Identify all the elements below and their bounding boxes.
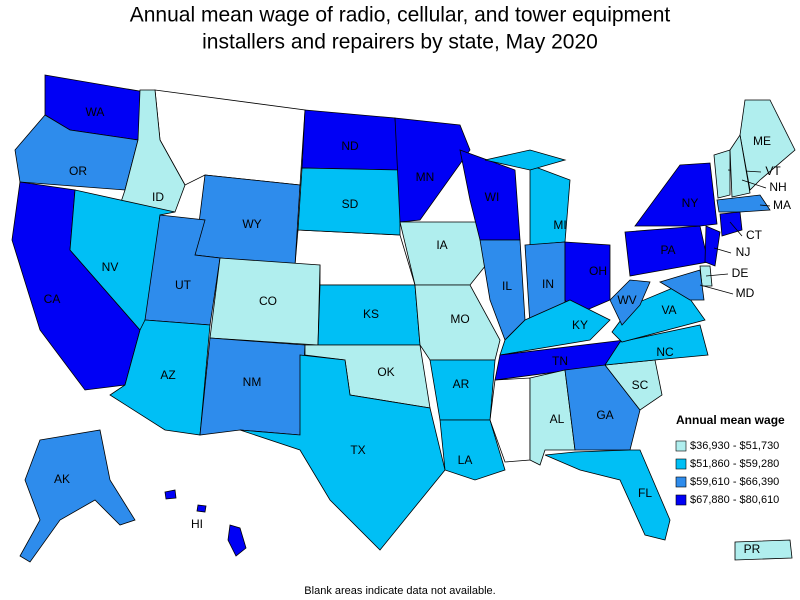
legend-swatch xyxy=(675,494,687,506)
leader-line xyxy=(729,221,743,237)
state-label: HI xyxy=(191,517,203,531)
state xyxy=(564,241,611,316)
leader-line xyxy=(705,273,729,277)
state-label: OH xyxy=(589,264,607,278)
state-label: AL xyxy=(550,412,565,426)
state-label: NY xyxy=(682,196,699,210)
state-label: LA xyxy=(458,453,473,467)
legend-swatch xyxy=(675,458,687,470)
state-label: NH xyxy=(769,180,786,194)
state-label: WA xyxy=(86,105,105,119)
state-label: AK xyxy=(54,472,70,486)
state xyxy=(729,133,751,198)
state-label: UT xyxy=(175,278,192,292)
state xyxy=(239,354,446,551)
state-label: VA xyxy=(661,303,676,317)
state xyxy=(609,279,651,326)
state-label: OR xyxy=(69,164,87,178)
state-label: IN xyxy=(542,277,554,291)
leader-line xyxy=(741,179,767,189)
legend-label: $67,880 - $80,610 xyxy=(690,494,779,506)
state xyxy=(484,149,567,171)
legend-title: Annual mean wage xyxy=(676,413,785,427)
state-label: ME xyxy=(753,134,771,148)
state xyxy=(164,489,177,500)
state-label: NV xyxy=(102,260,119,274)
state-label: IL xyxy=(502,279,512,293)
state xyxy=(297,167,401,236)
state-label: VT xyxy=(765,164,781,178)
state-label: KS xyxy=(363,307,379,321)
state xyxy=(716,194,771,213)
state-label: SC xyxy=(632,378,649,392)
leader-line xyxy=(713,247,732,254)
state xyxy=(196,504,207,513)
state xyxy=(713,149,731,199)
state-label: TX xyxy=(350,443,365,457)
state xyxy=(659,269,705,301)
state-label: CO xyxy=(259,294,277,308)
state-label: OK xyxy=(377,365,394,379)
state-label: DE xyxy=(732,266,749,280)
footnote: Blank areas indicate data not available. xyxy=(304,585,495,597)
state-label: TN xyxy=(552,354,568,368)
state-label: WI xyxy=(485,190,500,204)
state xyxy=(634,162,718,227)
state-label: CA xyxy=(44,292,61,306)
leader-line xyxy=(759,204,771,207)
state-label: GA xyxy=(596,408,613,422)
legend-swatch xyxy=(675,476,687,488)
state xyxy=(544,449,671,541)
state-label: NC xyxy=(656,345,674,359)
state-label: WY xyxy=(242,217,261,231)
state-label: WV xyxy=(617,293,636,307)
state-label: AR xyxy=(453,377,470,391)
legend-label: $51,860 - $59,280 xyxy=(690,458,779,470)
title-line: installers and repairers by state, May 2… xyxy=(202,31,598,54)
state xyxy=(529,164,571,246)
title-line: Annual mean wage of radio, cellular, and… xyxy=(130,4,671,27)
states: WA OR CA ID NV WY UT AZ CO NM ND SD KS OK TX MN IA MO AR LA… xyxy=(11,74,796,563)
state-label: KY xyxy=(572,318,588,332)
state-label: CT xyxy=(746,228,763,242)
legend-label: $59,610 - $66,390 xyxy=(690,476,779,488)
state xyxy=(704,225,721,267)
state-label: SD xyxy=(342,197,359,211)
state xyxy=(19,429,136,563)
state-label: MI xyxy=(553,218,566,232)
state-label: NJ xyxy=(736,245,751,259)
state xyxy=(439,419,506,481)
state-label: AZ xyxy=(160,368,175,382)
state-label: NM xyxy=(243,375,262,389)
state-label: MO xyxy=(450,312,469,326)
legend: $36,930 - $51,730 $51,860 - $59,280 $59,61… xyxy=(675,440,779,506)
state-label: FL xyxy=(638,486,652,500)
state-label: ID xyxy=(152,190,164,204)
state xyxy=(604,324,709,366)
leader-line xyxy=(699,284,734,295)
state xyxy=(739,99,796,191)
state-label: MD xyxy=(736,286,755,300)
legend-label: $36,930 - $51,730 xyxy=(690,440,779,452)
state-label: PR xyxy=(744,542,761,556)
state-label: ND xyxy=(341,139,359,153)
state-label: IA xyxy=(436,238,447,252)
state-label: MA xyxy=(773,198,791,212)
legend-swatch xyxy=(675,440,687,452)
state xyxy=(109,319,211,436)
state xyxy=(227,524,247,557)
state xyxy=(394,117,471,223)
state xyxy=(734,539,793,561)
state xyxy=(399,221,491,286)
state-label: MN xyxy=(416,170,435,184)
state-label: PA xyxy=(660,243,675,257)
